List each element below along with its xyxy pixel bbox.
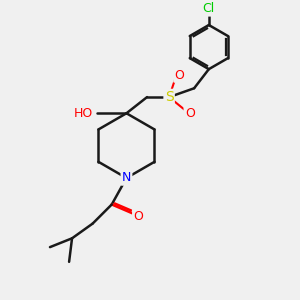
Text: S: S [165, 90, 173, 104]
Text: O: O [175, 68, 184, 82]
Text: HO: HO [74, 107, 93, 120]
Text: O: O [133, 210, 143, 223]
Text: Cl: Cl [203, 2, 215, 15]
Text: N: N [122, 172, 131, 184]
Text: O: O [185, 107, 195, 120]
